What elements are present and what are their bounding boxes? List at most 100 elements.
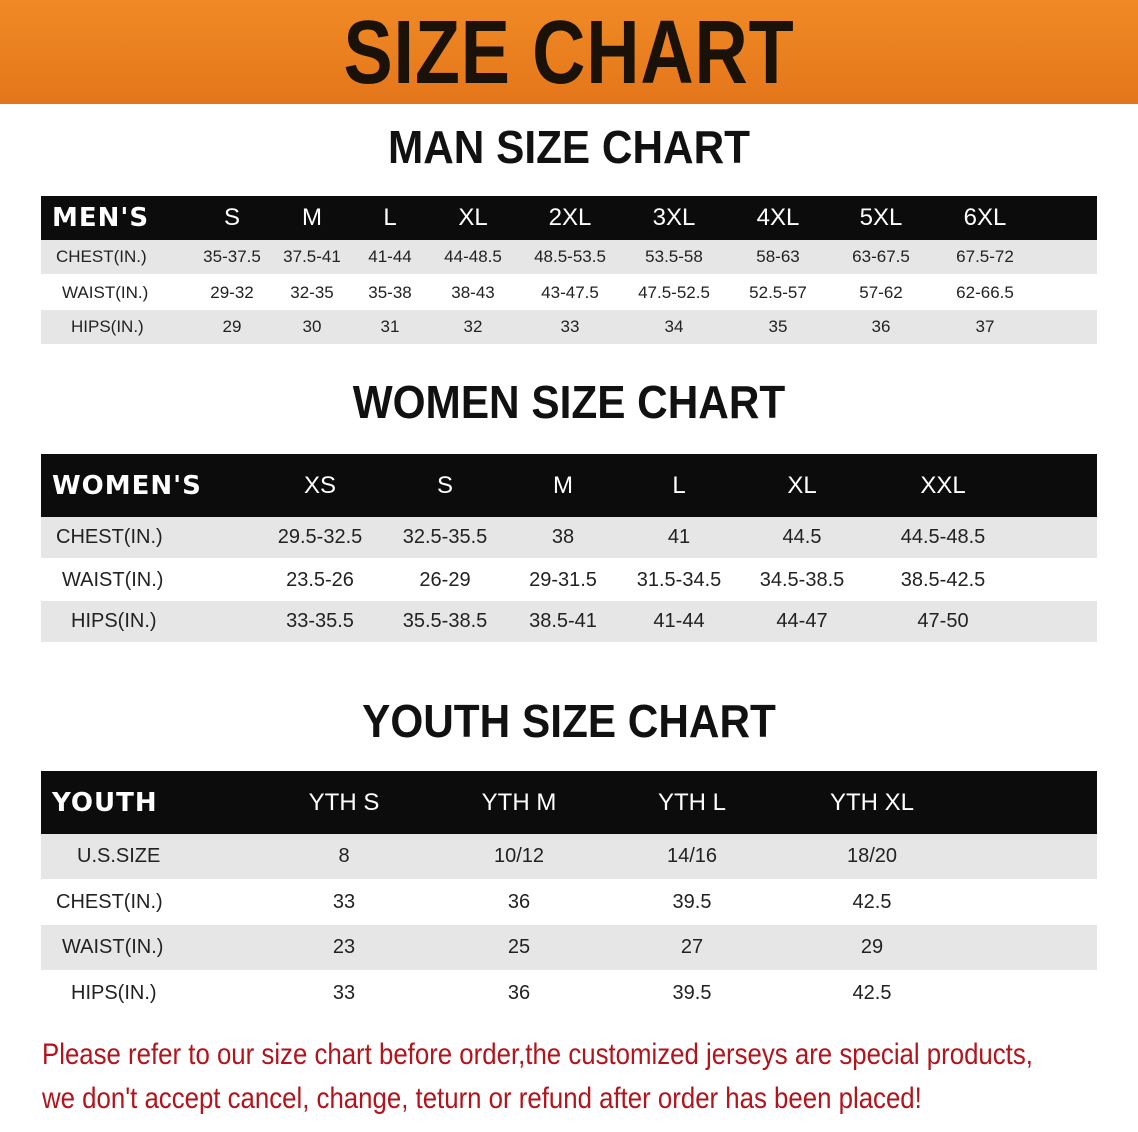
table-cell: 39.5 [672, 981, 712, 1004]
table-cell: 34 [664, 317, 684, 336]
table-cell: 38.5-42.5 [900, 568, 986, 591]
table-cell: 35 [768, 317, 788, 336]
table-cell: 32-35 [290, 282, 334, 302]
notice-line-1: Please refer to our size chart before or… [42, 1038, 1033, 1071]
table-cell: 14/16 [666, 844, 718, 867]
row-label: WAIST(IN.) [62, 935, 164, 958]
table-cell: 32 [463, 317, 483, 336]
size-column-header: L [383, 204, 397, 231]
row-label: CHEST(IN.) [56, 247, 147, 266]
table-cell: 33-35.5 [286, 610, 354, 632]
table-cell: 34.5-38.5 [759, 568, 845, 591]
table-cell: 47-50 [917, 610, 969, 632]
table-cell: 37 [975, 317, 995, 336]
notice-line-2: we don't accept cancel, change, teturn o… [42, 1082, 922, 1115]
size-column-header: XS [303, 471, 337, 499]
size-column-header: 2XL [548, 204, 592, 231]
table-row: WAIST(IN.) 23 25 27 29 [41, 925, 1097, 970]
table-cell: 31.5-34.5 [636, 568, 722, 591]
table-cell: 41-44 [653, 610, 705, 632]
table-cell: 38 [551, 526, 575, 548]
table-cell: 44-48.5 [444, 247, 502, 266]
size-column-header: S [436, 471, 454, 499]
size-column-header: YTH L [657, 788, 727, 816]
row-label: HIPS(IN.) [71, 317, 144, 336]
table-cell: 10/12 [493, 844, 545, 867]
table-cell: 43-47.5 [541, 282, 599, 302]
table-cell: 38-43 [451, 282, 495, 302]
table-cell: 53.5-58 [645, 247, 703, 266]
table-cell: 26-29 [419, 568, 471, 591]
row-label: WAIST(IN.) [62, 568, 164, 591]
table-cell: 39.5 [672, 890, 712, 913]
size-column-header: 6XL [963, 204, 1007, 231]
row-label: U.S.SIZE [77, 844, 161, 867]
table-row: WAIST(IN.) 29-32 32-35 35-38 38-43 43-47.5 47.… [41, 275, 1097, 310]
table-cell: 62-66.5 [956, 282, 1014, 302]
row-label: WAIST(IN.) [62, 282, 149, 302]
table-cell: 48.5-53.5 [534, 247, 606, 266]
row-label: CHEST(IN.) [56, 890, 163, 913]
table-cell: 29-32 [210, 282, 254, 302]
size-column-header: XXL [920, 471, 966, 499]
table-header-label: WOMEN'S [52, 470, 202, 501]
table-cell: 33 [560, 317, 580, 336]
men-section-title: MAN SIZE CHART [387, 121, 751, 173]
table-row: WAIST(IN.) 23.5-26 26-29 29-31.5 31.5-34.5 34… [41, 559, 1097, 601]
size-column-header: YTH M [481, 788, 557, 816]
banner: SIZE CHART [0, 0, 1138, 104]
table-row: CHEST(IN.) 33 36 39.5 42.5 [41, 879, 1097, 925]
table-cell: 23 [332, 935, 356, 958]
table-cell: 35-37.5 [203, 247, 261, 266]
table-cell: 42.5 [852, 890, 892, 913]
youth-section-title: YOUTH SIZE CHART [362, 695, 776, 747]
table-row: HIPS(IN.) 33 36 39.5 42.5 [41, 970, 1097, 1016]
size-column-header: M [302, 204, 322, 231]
table-cell: 29 [222, 317, 242, 336]
table-row: CHEST(IN.) 29.5-32.5 32.5-35.5 38 41 44.5 44.5… [41, 517, 1097, 558]
women-section-title: WOMEN SIZE CHART [352, 376, 786, 428]
table-cell: 8 [338, 844, 350, 867]
table-cell: 41-44 [368, 247, 412, 266]
table-cell: 52.5-57 [749, 282, 807, 302]
table-cell: 29.5-32.5 [277, 526, 363, 548]
table-cell: 35.5-38.5 [402, 610, 488, 632]
table-cell: 44-47 [776, 610, 828, 632]
table-cell: 36 [871, 317, 891, 336]
table-cell: 63-67.5 [852, 247, 910, 266]
size-column-header: 4XL [756, 204, 800, 231]
table-header-label: YOUTH [52, 787, 158, 818]
table-cell: 31 [380, 317, 400, 336]
table-cell: 47.5-52.5 [638, 282, 710, 302]
table-cell: 29-31.5 [529, 568, 597, 591]
table-row: HIPS(IN.) 33-35.5 35.5-38.5 38.5-41 41-44 44-… [41, 601, 1097, 642]
table-cell: 36 [507, 890, 531, 913]
table-cell: 58-63 [756, 247, 800, 266]
size-column-header: XL [458, 204, 488, 231]
table-cell: 27 [680, 935, 704, 958]
table-row: HIPS(IN.) 29 30 31 32 33 34 35 36 37 [41, 310, 1097, 344]
size-column-header: L [672, 471, 686, 499]
size-column-header: YTH S [308, 788, 380, 816]
size-column-header: YTH XL [829, 788, 915, 816]
table-cell: 67.5-72 [956, 247, 1014, 266]
table-cell: 25 [507, 935, 531, 958]
table-header-row: YOUTH YTH S YTH M YTH L YTH XL [41, 771, 1097, 834]
table-cell: 44.5 [782, 526, 822, 548]
table-cell: 38.5-41 [529, 610, 597, 632]
row-label: HIPS(IN.) [71, 981, 157, 1004]
table-cell: 35-38 [368, 282, 412, 302]
size-column-header: XL [787, 471, 817, 499]
table-cell: 18/20 [846, 844, 898, 867]
table-header-row: MEN'S S M L XL 2XL 3XL 4XL 5XL 6XL [41, 196, 1097, 240]
row-label: CHEST(IN.) [56, 526, 163, 548]
size-column-header: M [553, 471, 573, 499]
table-cell: 23.5-26 [286, 568, 354, 591]
table-cell: 44.5-48.5 [900, 526, 986, 548]
table-cell: 41 [667, 526, 691, 548]
table-cell: 29 [860, 935, 884, 958]
table-cell: 33 [332, 981, 356, 1004]
row-label: HIPS(IN.) [71, 610, 157, 632]
table-cell: 42.5 [852, 981, 892, 1004]
